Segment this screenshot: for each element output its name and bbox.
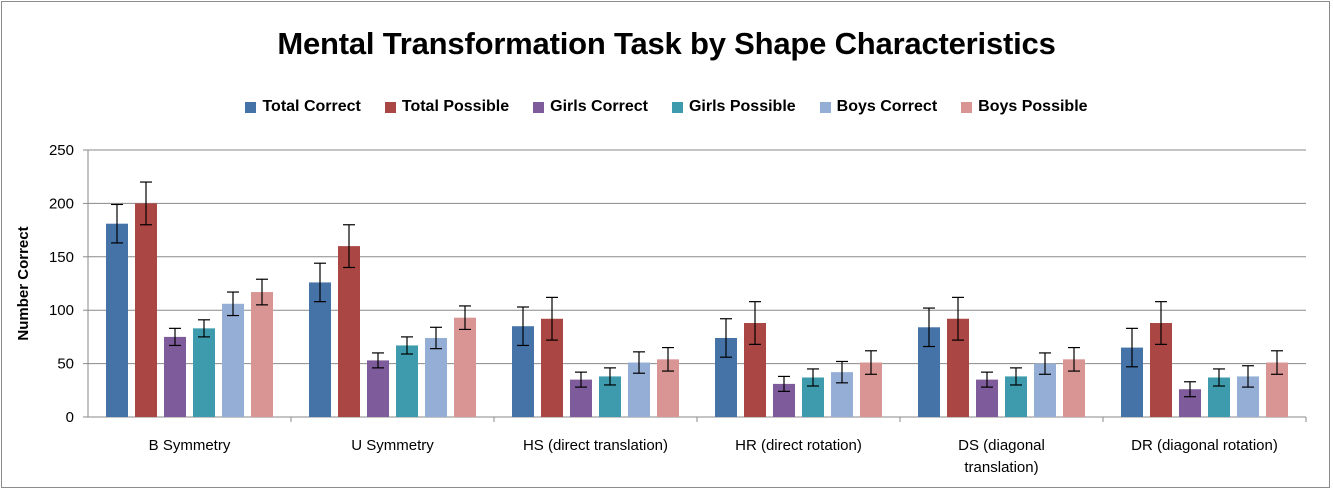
y-tick-label: 250 — [49, 142, 74, 159]
bar-1-3 — [744, 323, 766, 417]
legend-label: Total Possible — [401, 98, 510, 115]
legend-item-2: Girls Correct — [533, 98, 648, 116]
legend-swatch — [671, 101, 683, 113]
y-tick-label: 200 — [49, 195, 74, 212]
legend-label: Boys Correct — [836, 98, 938, 115]
y-tick-label: 100 — [49, 302, 74, 319]
bar-3-2 — [599, 376, 621, 417]
legend: Total Correct Total Possible Girls Correct… — [0, 98, 1333, 116]
bar-3-4 — [1005, 376, 1027, 417]
bar-0-4 — [918, 327, 940, 417]
category-label: HS (direct translation) — [523, 437, 668, 454]
legend-swatch — [533, 101, 545, 113]
category-label: HR (direct rotation) — [735, 437, 862, 454]
legend-label: Girls Correct — [550, 98, 648, 115]
bar-4-2 — [628, 362, 650, 417]
category-label: DR (diagonal rotation) — [1131, 437, 1278, 454]
legend-label: Boys Possible — [978, 98, 1088, 115]
bar-3-0 — [193, 328, 215, 417]
category-label: U Symmetry — [351, 437, 434, 454]
bar-5-5 — [1266, 362, 1288, 417]
chart-title: Mental Transformation Task by Shape Char… — [277, 26, 1056, 61]
y-tick-label: 50 — [57, 356, 74, 373]
legend-item-1: Total Possible — [384, 98, 510, 116]
bar-3-5 — [1208, 377, 1230, 417]
bar-0-5 — [1121, 347, 1143, 417]
legend-item-5: Boys Possible — [961, 98, 1088, 116]
y-axis-title: Number Correct — [15, 226, 32, 340]
legend-swatch — [961, 101, 973, 113]
legend-swatch — [245, 101, 257, 113]
legend-swatch — [384, 101, 396, 113]
bar-5-3 — [860, 362, 882, 417]
bar-0-1 — [309, 282, 331, 417]
bar-4-4 — [1034, 363, 1056, 417]
bar-0-2 — [512, 326, 534, 417]
legend-label: Total Correct — [262, 98, 361, 115]
category-label: B Symmetry — [149, 437, 231, 454]
bar-2-4 — [976, 379, 998, 417]
bar-5-4 — [1063, 359, 1085, 417]
bar-5-0 — [251, 292, 273, 417]
legend-swatch — [819, 101, 831, 113]
category-label: DS (diagonal — [958, 437, 1045, 454]
bar-1-2 — [541, 318, 563, 417]
bar-2-3 — [773, 383, 795, 417]
y-tick-label: 0 — [66, 409, 74, 426]
legend-item-3: Girls Possible — [671, 98, 796, 116]
bar-2-0 — [164, 336, 186, 417]
bar-3-1 — [396, 345, 418, 417]
y-tick-label: 150 — [49, 249, 74, 266]
bar-2-1 — [367, 360, 389, 417]
legend-item-4: Boys Correct — [819, 98, 938, 116]
bar-1-0 — [135, 203, 157, 417]
bar-2-2 — [570, 379, 592, 417]
bar-1-1 — [338, 246, 360, 417]
bar-5-2 — [657, 359, 679, 417]
legend-label: Girls Possible — [688, 98, 796, 115]
bar-0-0 — [106, 223, 128, 417]
legend-item-0: Total Correct — [245, 98, 361, 116]
category-label: translation) — [964, 459, 1038, 476]
bar-3-3 — [802, 377, 824, 417]
bar-1-4 — [947, 318, 969, 417]
bar-4-1 — [425, 337, 447, 417]
bar-4-0 — [222, 303, 244, 417]
bar-5-1 — [454, 317, 476, 417]
bar-1-5 — [1150, 323, 1172, 417]
